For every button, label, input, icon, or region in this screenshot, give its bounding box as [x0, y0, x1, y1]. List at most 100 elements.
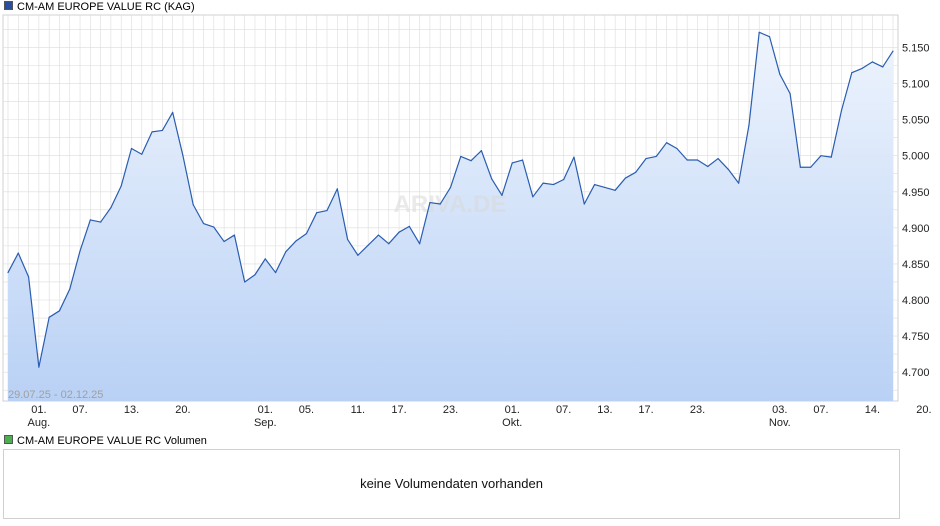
x-tick-label: 01.: [31, 404, 46, 416]
price-data-point: [223, 240, 225, 243]
price-data-point: [727, 168, 729, 170]
price-data-point: [470, 160, 472, 162]
y-tick-label: 5.100: [902, 79, 930, 91]
price-data-point: [501, 194, 503, 196]
price-data-point: [758, 31, 760, 33]
x-tick-month-label: Nov.: [769, 417, 791, 429]
price-data-point: [542, 182, 544, 184]
price-data-point: [130, 147, 133, 150]
price-data-point: [326, 209, 328, 212]
no-volume-data-message: keine Volumendaten vorhanden: [360, 476, 543, 491]
price-data-point: [552, 183, 555, 186]
price-data-point: [182, 155, 184, 157]
price-data-point: [604, 186, 606, 189]
x-axis-tick-labels: 01.Aug.07. 13. 20. 01.Sep.05. 11. 17. 23. 01.Ok…: [28, 404, 932, 429]
x-tick-month-label: Okt.: [502, 417, 522, 429]
price-data-point: [861, 67, 863, 69]
x-tick-label: 13.: [597, 404, 612, 416]
price-data-point: [789, 93, 791, 95]
price-data-point: [110, 207, 112, 209]
price-data-point: [89, 219, 91, 221]
price-data-point: [316, 212, 318, 214]
price-series-swatch: [4, 1, 13, 10]
price-data-point: [336, 188, 338, 190]
price-data-point: [192, 204, 194, 206]
price-data-point: [830, 156, 832, 158]
price-data-point: [810, 166, 812, 168]
y-tick-label: 4.850: [902, 259, 930, 271]
price-data-point: [655, 155, 657, 158]
price-data-point: [676, 147, 678, 150]
volume-series-swatch: [4, 435, 13, 444]
x-tick-label: 14.: [865, 404, 880, 416]
price-data-point: [357, 254, 359, 256]
price-data-point: [274, 271, 277, 274]
price-data-point: [285, 251, 287, 253]
x-tick-label: 23.: [443, 404, 458, 416]
date-range-label: 29.07.25 - 02.12.25: [8, 389, 103, 401]
volume-series-label: CM-AM EUROPE VALUE RC Volumen: [17, 435, 207, 447]
price-area-fill: [8, 32, 893, 401]
price-data-point: [635, 171, 637, 173]
y-tick-label: 4.900: [902, 223, 930, 235]
price-data-point: [748, 124, 750, 126]
price-data-point: [820, 155, 822, 157]
price-data-point: [738, 182, 740, 184]
price-data-point: [7, 271, 9, 274]
x-tick-label: 17.: [391, 404, 406, 416]
y-tick-label: 4.950: [902, 187, 930, 199]
price-data-point: [851, 72, 853, 74]
price-data-point: [244, 281, 246, 283]
price-data-point: [583, 203, 585, 205]
price-series-label: CM-AM EUROPE VALUE RC (KAG): [17, 1, 195, 13]
price-data-point: [779, 73, 781, 75]
x-tick-label: 05.: [299, 404, 314, 416]
x-tick-label: 20.: [175, 404, 190, 416]
price-data-point: [491, 178, 493, 180]
y-tick-label: 4.750: [902, 331, 930, 343]
price-data-point: [38, 366, 40, 368]
price-chart-legend: CM-AM EUROPE VALUE RC (KAG): [4, 0, 195, 14]
x-tick-label: 11.: [351, 404, 365, 416]
volume-chart-panel: keine Volumendaten vorhanden: [3, 449, 900, 519]
price-data-point: [696, 159, 699, 161]
price-data-point: [100, 221, 102, 223]
price-data-point: [398, 231, 400, 233]
price-data-point: [202, 222, 205, 225]
x-tick-label: 07.: [813, 404, 828, 416]
y-tick-label: 4.700: [902, 367, 930, 379]
price-data-point: [573, 156, 575, 158]
price-data-point: [614, 189, 616, 191]
price-data-point: [172, 111, 174, 114]
volume-chart-legend: CM-AM EUROPE VALUE RC Volumen: [4, 434, 207, 448]
x-tick-label: 03.: [772, 404, 787, 416]
price-data-point: [305, 233, 308, 235]
price-data-point: [254, 274, 256, 276]
watermark-logo: ARIVA.DE: [394, 191, 507, 218]
y-tick-label: 5.050: [902, 115, 930, 127]
price-data-point: [892, 50, 894, 52]
price-data-point: [367, 244, 369, 246]
price-data-point: [213, 226, 215, 228]
price-series-points: [7, 31, 894, 368]
price-data-point: [439, 203, 441, 205]
x-tick-label: 13.: [124, 404, 139, 416]
price-data-point: [686, 159, 688, 161]
price-data-point: [645, 157, 647, 160]
price-data-point: [69, 288, 71, 290]
price-data-point: [449, 186, 452, 189]
price-data-point: [233, 234, 235, 236]
price-data-point: [480, 150, 482, 152]
price-data-point: [346, 238, 349, 240]
x-tick-label: 20.: [916, 404, 931, 416]
price-data-point: [377, 234, 380, 236]
price-data-point: [161, 129, 163, 132]
price-data-point: [408, 225, 410, 227]
price-data-point: [532, 196, 534, 198]
price-data-point: [717, 157, 719, 160]
price-data-point: [840, 109, 843, 111]
price-chart: ARIVA.DE 4.700 4.750 4.800 4.850 4.900 4.950 5…: [2, 14, 932, 429]
price-data-point: [707, 165, 709, 168]
price-data-point: [141, 153, 143, 155]
price-data-point: [593, 183, 596, 186]
